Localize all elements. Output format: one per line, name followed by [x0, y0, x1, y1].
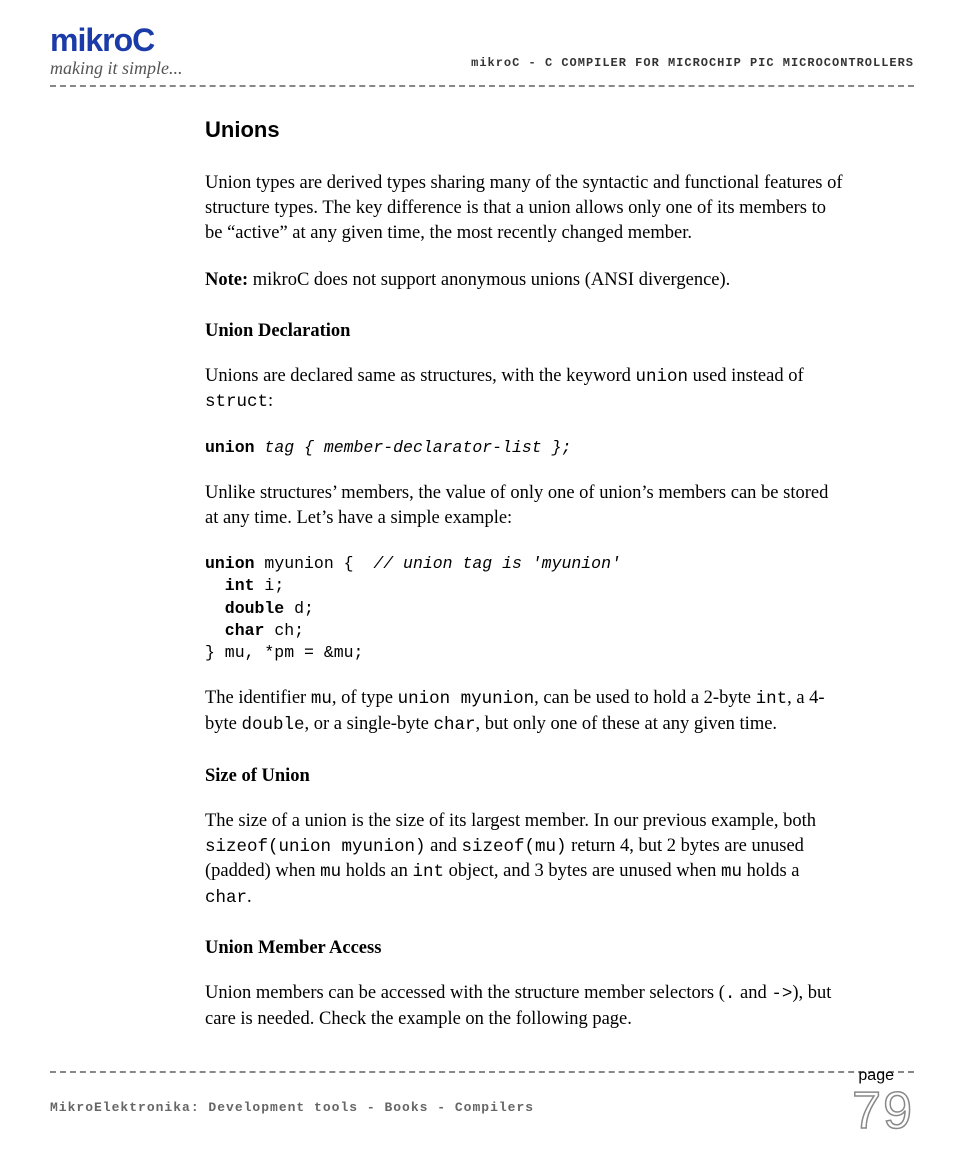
text-span: object, and 3 bytes are unused when [444, 861, 721, 881]
code-sizeof-mu: sizeof(mu) [462, 837, 567, 857]
type-char: char [433, 715, 475, 735]
type-char: char [205, 888, 247, 908]
code-keyword: union [205, 438, 255, 457]
type-double: double [241, 715, 304, 735]
identifier-mu: mu [721, 862, 742, 882]
text-span: The identifier [205, 688, 311, 708]
code-text: } mu, *pm = &mu; [205, 643, 363, 662]
member-access-paragraph: Union members can be accessed with the s… [205, 981, 844, 1032]
union-decl-paragraph-3: The identifier mu, of type union myunion… [205, 686, 844, 737]
text-span: holds a [742, 861, 800, 881]
note-label: Note: [205, 270, 248, 290]
code-union-syntax: union tag { member-declarator-list }; [205, 437, 844, 459]
type-int: int [756, 689, 788, 709]
keyword-union: union [636, 367, 689, 387]
text-span: : [268, 391, 273, 411]
page-header: mikroC making it simple... mikroC - C Co… [50, 24, 914, 87]
text-span: , or a single-byte [305, 714, 434, 734]
code-text: i; [255, 576, 285, 595]
code-italic: tag { member-declarator-list }; [255, 438, 572, 457]
footer-company-line: MikroElektronika: Development tools - Bo… [50, 1100, 534, 1115]
type-int: int [413, 862, 445, 882]
union-decl-paragraph-2: Unlike structures’ members, the value of… [205, 481, 844, 531]
document-page: mikroC making it simple... mikroC - C Co… [0, 0, 954, 1155]
text-span: , of type [332, 688, 398, 708]
text-span: Unions are declared same as structures, … [205, 366, 636, 386]
identifier-mu: mu [311, 689, 332, 709]
section-title-unions: Unions [205, 115, 844, 145]
text-span: and [426, 836, 462, 856]
header-product-line: mikroC - C Compiler for Microchip PIC mi… [471, 56, 914, 70]
text-span: . [247, 887, 252, 907]
operator-dot: . [725, 984, 736, 1004]
note-text: mikroC does not support anonymous unions… [248, 270, 730, 290]
text-span: Union members can be accessed with the s… [205, 983, 725, 1003]
note-paragraph: Note: mikroC does not support anonymous … [205, 268, 844, 293]
subheading-union-member-access: Union Member Access [205, 936, 844, 961]
code-union-example: union myunion { // union tag is 'myunion… [205, 553, 844, 664]
code-text: ch; [264, 621, 304, 640]
header-brand-inline: mikroC [471, 56, 520, 70]
text-span: , but only one of these at any given tim… [475, 714, 777, 734]
page-content: Unions Union types are derived types sha… [205, 115, 844, 1032]
text-span: and [735, 983, 771, 1003]
brand-logo: mikroC [50, 24, 914, 56]
union-decl-paragraph-1: Unions are declared same as structures, … [205, 364, 844, 415]
size-paragraph: The size of a union is the size of its l… [205, 809, 844, 911]
text-span: , can be used to hold a 2-byte [534, 688, 755, 708]
operator-arrow: -> [771, 984, 792, 1004]
intro-paragraph: Union types are derived types sharing ma… [205, 171, 844, 246]
code-keyword: union [205, 554, 255, 573]
text-span: The size of a union is the size of its l… [205, 811, 816, 831]
text-span: holds an [341, 861, 412, 881]
footer-divider [50, 1071, 914, 1073]
code-keyword: int [205, 576, 255, 595]
header-product-desc: - C Compiler for Microchip PIC microcont… [520, 56, 914, 70]
page-number: 79 [852, 1081, 914, 1141]
code-sizeof-union: sizeof(union myunion) [205, 837, 426, 857]
subheading-size-of-union: Size of Union [205, 764, 844, 789]
code-keyword: char [205, 621, 264, 640]
subheading-union-declaration: Union Declaration [205, 319, 844, 344]
keyword-struct: struct [205, 392, 268, 412]
code-text: myunion { [255, 554, 354, 573]
code-text: d; [284, 599, 314, 618]
text-span: used instead of [688, 366, 804, 386]
code-keyword: double [205, 599, 284, 618]
code-comment: // union tag is 'myunion' [354, 554, 621, 573]
type-union-myunion: union myunion [398, 689, 535, 709]
identifier-mu: mu [320, 862, 341, 882]
header-divider [50, 85, 914, 87]
